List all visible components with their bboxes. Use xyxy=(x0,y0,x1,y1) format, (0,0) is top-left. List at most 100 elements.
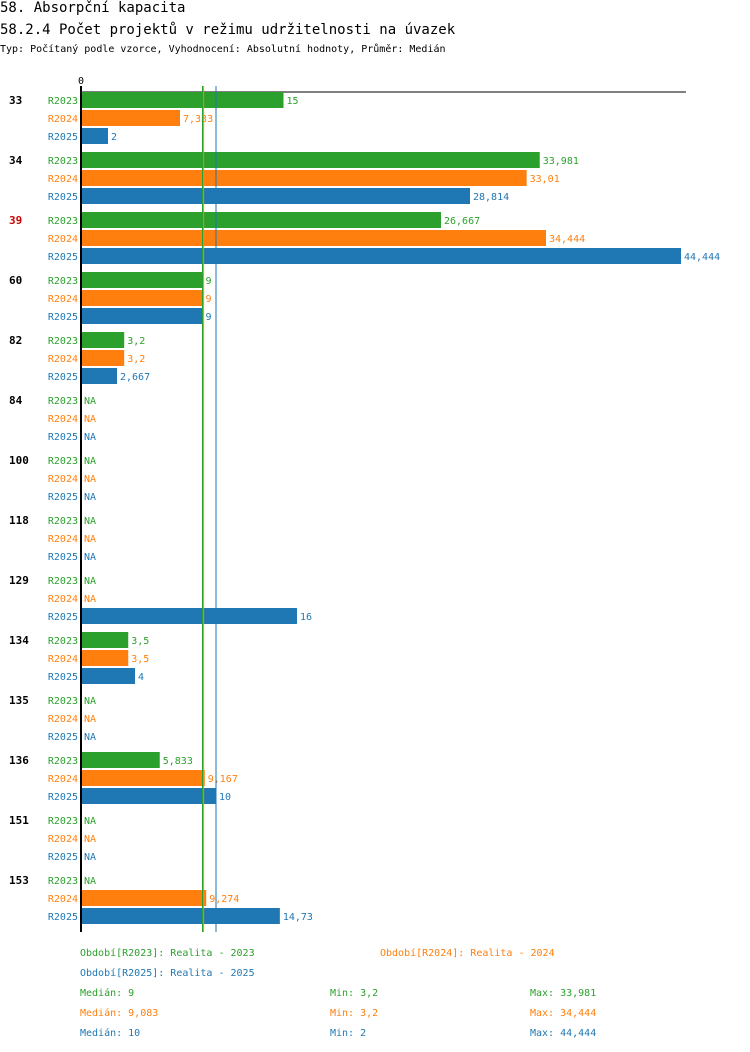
data-label: NA xyxy=(84,474,96,485)
bar xyxy=(81,332,125,348)
data-label: 3,2 xyxy=(127,336,145,347)
data-label: NA xyxy=(84,852,96,863)
series-label: R2025 xyxy=(48,372,78,383)
bar xyxy=(81,608,298,624)
legend-median-r2025: Medián: 10 xyxy=(80,1028,141,1039)
data-label: 15 xyxy=(287,96,299,107)
series-label: R2023 xyxy=(48,876,78,887)
series-label: R2025 xyxy=(48,612,78,623)
data-label: 2 xyxy=(111,132,117,143)
legend-max-r2024: Max: 34,444 xyxy=(530,1008,597,1019)
series-label: R2025 xyxy=(48,252,78,263)
series-label: R2025 xyxy=(48,852,78,863)
data-label: 5,833 xyxy=(163,756,193,767)
legend-median-r2024: Medián: 9,083 xyxy=(80,1008,159,1019)
series-label: R2023 xyxy=(48,396,78,407)
data-label: 10 xyxy=(219,792,231,803)
data-label: NA xyxy=(84,696,96,707)
category-label: 34 xyxy=(9,154,23,167)
series-label: R2023 xyxy=(48,576,78,587)
bar-chart: 0 33 R2023 15 R2024 7,333 R2025 2 34 R2023 33,981 R… xyxy=(9,76,720,932)
series-label: R2024 xyxy=(48,894,78,905)
data-label: 9,167 xyxy=(208,774,238,785)
category-label: 39 xyxy=(9,214,22,227)
data-label: 4 xyxy=(138,672,144,683)
data-label: 2,667 xyxy=(120,372,150,383)
data-label: 9 xyxy=(206,294,212,305)
data-label: 9 xyxy=(206,312,212,323)
data-label: 14,73 xyxy=(283,912,313,923)
bar xyxy=(81,92,284,108)
series-label: R2024 xyxy=(48,294,78,305)
bar xyxy=(81,632,129,648)
series-label: R2025 xyxy=(48,492,78,503)
series-label: R2025 xyxy=(48,672,78,683)
series-label: R2024 xyxy=(48,774,78,785)
data-label: 44,444 xyxy=(684,252,720,263)
x-axis-zero-label: 0 xyxy=(78,76,84,87)
series-label: R2025 xyxy=(48,432,78,443)
legend-period-r2024: Období[R2024]: Realita - 2024 xyxy=(380,948,555,959)
legend-min-r2023: Min: 3,2 xyxy=(330,988,379,999)
data-label: NA xyxy=(84,456,96,467)
data-label: NA xyxy=(84,534,96,545)
bar xyxy=(81,188,470,204)
data-label: NA xyxy=(84,492,96,503)
category-label: 118 xyxy=(9,514,29,527)
series-label: R2023 xyxy=(48,756,78,767)
bar xyxy=(81,668,136,684)
bar xyxy=(81,908,280,924)
data-label: 33,981 xyxy=(543,156,579,167)
data-label: 3,5 xyxy=(131,654,149,665)
data-label: 3,5 xyxy=(131,636,149,647)
bar xyxy=(81,752,160,768)
data-label: 33,01 xyxy=(530,174,560,185)
series-label: R2024 xyxy=(48,354,78,365)
series-label: R2024 xyxy=(48,654,78,665)
series-label: R2024 xyxy=(48,594,78,605)
series-label: R2024 xyxy=(48,174,78,185)
category-label: 84 xyxy=(9,394,23,407)
bar xyxy=(81,248,681,264)
bar xyxy=(81,350,125,366)
series-label: R2023 xyxy=(48,276,78,287)
category-label: 129 xyxy=(9,574,29,587)
bar xyxy=(81,890,207,906)
series-label: R2025 xyxy=(48,732,78,743)
legend-min-r2024: Min: 3,2 xyxy=(330,1008,379,1019)
series-label: R2023 xyxy=(48,216,78,227)
bar xyxy=(81,770,205,786)
bar xyxy=(81,212,442,228)
chart-meta: Typ: Počítaný podle vzorce, Vyhodnocení:… xyxy=(0,44,446,55)
series-label: R2023 xyxy=(48,456,78,467)
data-label: NA xyxy=(84,876,96,887)
chart-title: 58.2.4 Počet projektů v režimu udržiteln… xyxy=(0,22,456,38)
bar xyxy=(81,650,129,666)
series-label: R2024 xyxy=(48,474,78,485)
data-label: 26,667 xyxy=(444,216,480,227)
bar xyxy=(81,170,527,186)
category-label: 82 xyxy=(9,334,22,347)
data-label: 7,333 xyxy=(183,114,213,125)
data-label: NA xyxy=(84,714,96,725)
category-label: 136 xyxy=(9,754,29,767)
data-label: 3,2 xyxy=(127,354,145,365)
bar xyxy=(81,290,203,306)
data-label: NA xyxy=(84,414,96,425)
data-label: 28,814 xyxy=(473,192,509,203)
legend-min-r2025: Min: 2 xyxy=(330,1028,367,1039)
series-label: R2023 xyxy=(48,636,78,647)
bar xyxy=(81,128,109,144)
data-label: NA xyxy=(84,816,96,827)
bar xyxy=(81,230,546,246)
data-label: 34,444 xyxy=(549,234,585,245)
category-label: 135 xyxy=(9,694,29,707)
series-label: R2025 xyxy=(48,792,78,803)
category-label: 60 xyxy=(9,274,22,287)
series-label: R2024 xyxy=(48,114,78,125)
series-label: R2025 xyxy=(48,192,78,203)
bar xyxy=(81,308,203,324)
bar xyxy=(81,368,118,384)
data-label: 9 xyxy=(206,276,212,287)
legend-max-r2025: Max: 44,444 xyxy=(530,1028,597,1039)
